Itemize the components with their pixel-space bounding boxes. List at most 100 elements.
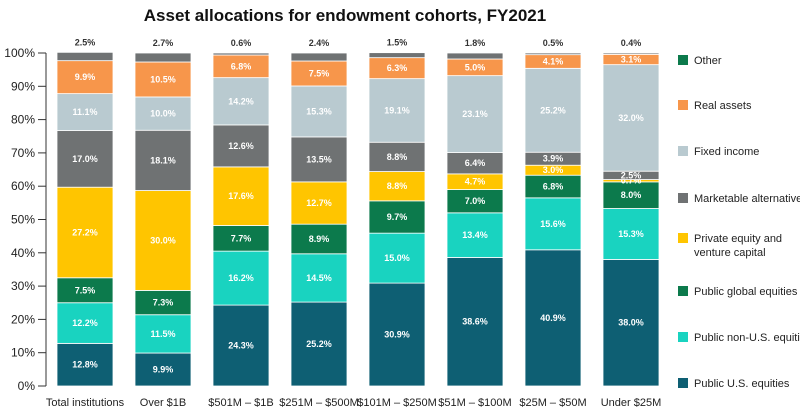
data-label: 2.7%	[153, 38, 174, 48]
bar-segment	[368, 282, 426, 387]
data-label: 7.5%	[75, 285, 96, 295]
bar-segment	[212, 52, 270, 56]
data-label: 15.0%	[384, 253, 410, 263]
data-label: 7.0%	[465, 196, 486, 206]
data-label: 2.5%	[621, 170, 642, 180]
bar-segment	[602, 52, 660, 55]
data-label: 6.8%	[543, 182, 564, 192]
bar-segment	[290, 60, 348, 87]
legend-label: Real assets	[694, 100, 752, 112]
y-tick-label: 10%	[11, 346, 35, 360]
data-label: 24.3%	[228, 341, 254, 351]
data-label: 10.0%	[150, 109, 176, 119]
legend-label: Other	[694, 55, 722, 67]
bar-segment	[134, 61, 192, 98]
bar-segment	[134, 96, 192, 131]
data-label: 11.5%	[150, 329, 175, 339]
data-label: 9.9%	[75, 72, 96, 82]
data-label: 23.1%	[462, 109, 488, 119]
legend-swatch	[678, 286, 688, 296]
y-tick-label: 60%	[11, 179, 35, 193]
data-label: 2.4%	[309, 38, 330, 48]
data-label: 11.1%	[72, 107, 97, 117]
data-label: 17.6%	[228, 191, 254, 201]
data-label: 19.1%	[384, 105, 410, 115]
data-label: 4.1%	[543, 56, 564, 66]
bar-segment	[134, 352, 192, 387]
bar-segment	[290, 301, 348, 387]
data-label: 2.5%	[75, 37, 96, 47]
bar-segment	[134, 129, 192, 191]
data-label: 4.7%	[465, 177, 486, 187]
bar-segment	[290, 136, 348, 183]
legend-label: Fixed income	[694, 146, 759, 158]
y-tick-label: 50%	[11, 213, 35, 227]
data-label: 14.2%	[228, 96, 254, 106]
data-label: 32.0%	[618, 113, 644, 123]
data-label: 18.1%	[150, 155, 176, 165]
data-label: 12.6%	[228, 141, 254, 151]
chart-title: Asset allocations for endowment cohorts,…	[143, 6, 547, 25]
data-label: 3.0%	[543, 165, 564, 175]
bar-segment	[212, 77, 270, 126]
data-label: 15.6%	[540, 219, 566, 229]
legend-label: Private equity and	[694, 233, 782, 245]
x-tick-label: $101M – $250M	[357, 397, 437, 409]
x-tick-label: Total institutions	[46, 397, 125, 409]
data-label: 38.6%	[462, 317, 488, 327]
bar-segment	[602, 181, 660, 209]
bar-segment	[290, 223, 348, 255]
bar-segment	[446, 52, 504, 60]
legend-swatch	[678, 146, 688, 156]
bar-segment	[212, 304, 270, 387]
data-label: 40.9%	[540, 313, 566, 323]
data-label: 8.9%	[309, 234, 330, 244]
y-tick-label: 70%	[11, 146, 35, 160]
bar-segment	[368, 171, 426, 202]
data-label: 12.8%	[72, 360, 98, 370]
bar-segment	[134, 190, 192, 291]
x-tick-label: Under $25M	[601, 397, 662, 409]
bar-segment	[368, 52, 426, 59]
legend-swatch	[678, 332, 688, 342]
data-label: 15.3%	[306, 106, 332, 116]
bar-segment	[446, 75, 504, 153]
legend-label: Public U.S. equities	[694, 378, 790, 390]
data-label: 0.6%	[231, 38, 252, 48]
x-tick-label: $251M – $500M	[279, 397, 359, 409]
data-label: 0.5%	[543, 38, 564, 48]
bar-segment	[524, 67, 582, 153]
bar-segment	[212, 124, 270, 168]
data-label: 0.7%	[621, 176, 642, 186]
bar-segment	[446, 257, 504, 387]
bar-segment	[602, 259, 660, 387]
bar-segment	[290, 181, 348, 225]
data-label: 27.2%	[72, 227, 98, 237]
y-tick-label: 0%	[18, 379, 36, 393]
data-label: 3.9%	[543, 154, 564, 164]
data-label: 7.7%	[231, 233, 252, 243]
data-label: 13.4%	[462, 230, 488, 240]
bar-segment	[368, 141, 426, 172]
data-label: 25.2%	[306, 339, 332, 349]
bar-segment	[290, 52, 348, 62]
y-tick-label: 90%	[11, 79, 35, 93]
y-tick-label: 80%	[11, 113, 35, 127]
legend-label: venture capital	[694, 247, 766, 259]
data-label: 30.0%	[150, 235, 176, 245]
data-label: 14.5%	[306, 273, 332, 283]
bar-segment	[524, 249, 582, 387]
y-tick-label: 100%	[4, 46, 35, 60]
data-label: 1.5%	[387, 38, 408, 48]
y-tick-label: 40%	[11, 246, 35, 260]
data-label: 12.7%	[306, 198, 332, 208]
x-tick-label: Over $1B	[140, 397, 186, 409]
data-label: 1.8%	[465, 38, 486, 48]
y-tick-label: 30%	[11, 279, 35, 293]
data-label: 6.8%	[231, 61, 252, 71]
bar-segment	[56, 60, 114, 95]
data-label: 25.2%	[540, 105, 566, 115]
data-label: 9.7%	[387, 212, 408, 222]
data-label: 13.5%	[306, 154, 332, 164]
